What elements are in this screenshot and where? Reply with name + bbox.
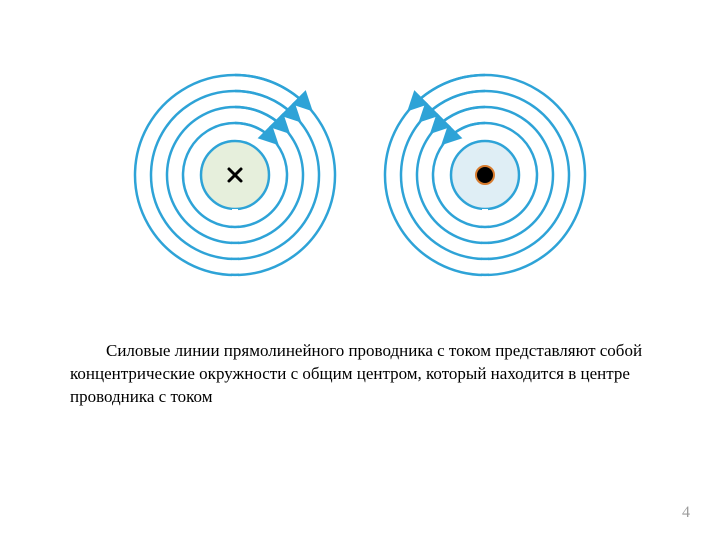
figure-row bbox=[0, 60, 720, 290]
page-number: 4 bbox=[682, 504, 690, 522]
field-diagram-into-page bbox=[120, 60, 350, 290]
dot-icon bbox=[476, 166, 494, 184]
page: Силовые линии прямолинейного проводника … bbox=[0, 0, 720, 540]
caption-text: Силовые линии прямолинейного проводника … bbox=[70, 340, 660, 409]
field-diagram-out-of-page bbox=[370, 60, 600, 290]
caption: Силовые линии прямолинейного проводника … bbox=[70, 340, 660, 409]
